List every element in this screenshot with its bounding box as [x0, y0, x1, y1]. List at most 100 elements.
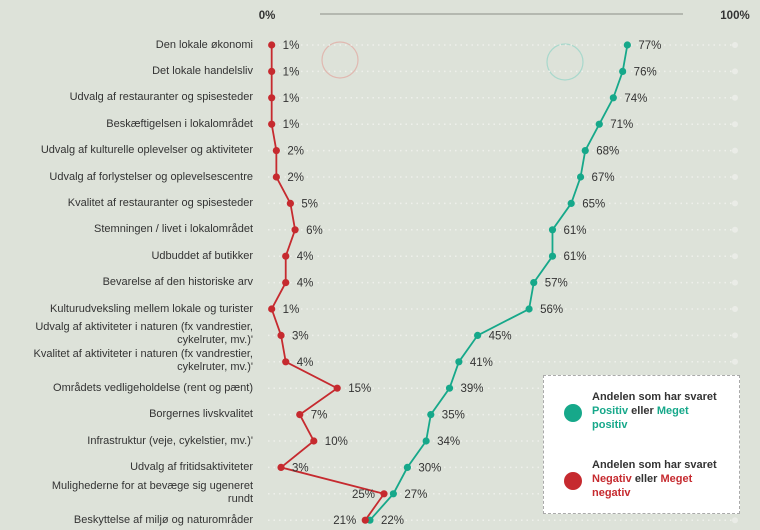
row-end [732, 253, 738, 260]
value-label: 39% [461, 383, 484, 395]
legend-part: Meget negativ [592, 473, 693, 499]
value-label: 2% [287, 146, 304, 158]
value-label: 1% [283, 66, 300, 78]
dot [272, 173, 280, 181]
row-end [732, 94, 738, 101]
legend-part: Andelen som har svaret [592, 391, 717, 403]
row-end [732, 68, 738, 75]
dot [548, 226, 557, 234]
dot [595, 120, 603, 128]
x-tick-label: 0% [259, 10, 276, 22]
dot [277, 331, 285, 339]
category-label: Infrastruktur (veje, cykelstier, mv.)' [87, 434, 253, 447]
dot [389, 490, 397, 498]
category-label: Kvalitet af aktiviteter i naturen (fx va… [33, 347, 254, 373]
dot [268, 120, 276, 128]
dot [548, 252, 557, 260]
value-label: 61% [563, 225, 586, 237]
value-label: 65% [582, 198, 605, 210]
category-label: Områdets vedligeholdelse (rent og pænt) [53, 381, 253, 394]
dot [268, 305, 276, 313]
x-tick-label: 100% [720, 10, 749, 22]
value-label: 41% [470, 357, 493, 369]
category-label: Stemningen / livet i lokalområdet [94, 223, 253, 236]
dot [576, 173, 585, 181]
category-label: Udvalg af fritidsaktiviteter [130, 460, 253, 473]
thumb-down-icon [321, 41, 359, 79]
value-label: 34% [437, 436, 460, 448]
dot [455, 358, 463, 366]
category-label: Beskyttelse af miljø og naturområder [73, 513, 253, 526]
row-end [732, 42, 738, 48]
value-label: 1% [283, 40, 300, 52]
legend-part: Positiv [592, 405, 629, 417]
legend-text: Andelen som har svaret Positiv eller Meg… [592, 390, 727, 432]
value-label: 7% [311, 410, 328, 422]
value-label: 25% [352, 489, 375, 501]
legend-part: Negativ [592, 473, 632, 485]
dot [530, 279, 538, 287]
legend-part: eller [631, 405, 654, 417]
category-label: Udvalg af aktiviteter i naturen (fx vand… [35, 321, 253, 347]
row-end [732, 306, 738, 312]
row-end [732, 174, 738, 180]
row-end [732, 121, 738, 128]
value-label: 6% [306, 225, 323, 237]
value-label: 22% [381, 515, 404, 527]
value-label: 1% [283, 119, 300, 131]
value-label: 2% [287, 172, 304, 184]
value-label: 4% [297, 357, 314, 369]
value-label: 3% [292, 462, 309, 474]
category-label: Bevarelse af den historiske arv [102, 276, 253, 289]
value-label: 67% [592, 172, 615, 184]
value-label: 71% [610, 119, 633, 131]
value-label: 27% [404, 489, 427, 501]
value-label: 1% [283, 304, 300, 316]
row-end [732, 279, 738, 286]
row-end [732, 332, 738, 339]
thumb-up-icon [546, 43, 584, 81]
category-label: Udbuddet af butikker [151, 249, 253, 262]
value-label: 4% [297, 278, 314, 290]
dot [567, 199, 575, 207]
dot [623, 41, 631, 49]
row-end [732, 226, 738, 233]
value-label: 56% [540, 304, 563, 316]
category-label: Udvalg af kulturelle oplevelser og aktiv… [40, 144, 253, 157]
value-label: 77% [638, 40, 661, 52]
dot [609, 94, 617, 102]
value-label: 30% [418, 462, 441, 474]
category-label: Kulturudveksling mellem lokale og turist… [50, 302, 253, 315]
value-label: 4% [297, 251, 314, 263]
dot [427, 411, 435, 419]
value-label: 45% [489, 330, 512, 342]
row-end [732, 200, 738, 207]
dot [268, 67, 276, 75]
dot [282, 279, 290, 287]
dot [380, 490, 388, 498]
category-label: Udvalg af forlystelser og oplevelsescent… [49, 170, 253, 183]
value-label: 61% [563, 251, 586, 263]
row-end [732, 358, 738, 365]
dot [282, 252, 290, 260]
dot [474, 331, 482, 339]
category-label: Den lokale økonomi [155, 38, 253, 51]
category-label: Udvalg af restauranter og spisesteder [69, 91, 253, 104]
dot [403, 463, 411, 471]
dot [291, 226, 299, 234]
category-label: Mulighederne for at bevæge sig ugeneret … [51, 479, 253, 505]
dot [268, 94, 276, 102]
value-label: 15% [348, 383, 371, 395]
legend-part: Meget positiv [592, 405, 689, 431]
value-label: 57% [545, 278, 568, 290]
dot [422, 437, 430, 445]
value-label: 5% [301, 198, 318, 210]
category-label: Det lokale handelsliv [152, 64, 253, 77]
dot [333, 384, 341, 392]
category-label: Beskæftigelsen i lokalområdet [106, 117, 253, 130]
legend-marker [564, 404, 582, 422]
legend-marker [564, 472, 582, 490]
row-end [732, 147, 738, 154]
